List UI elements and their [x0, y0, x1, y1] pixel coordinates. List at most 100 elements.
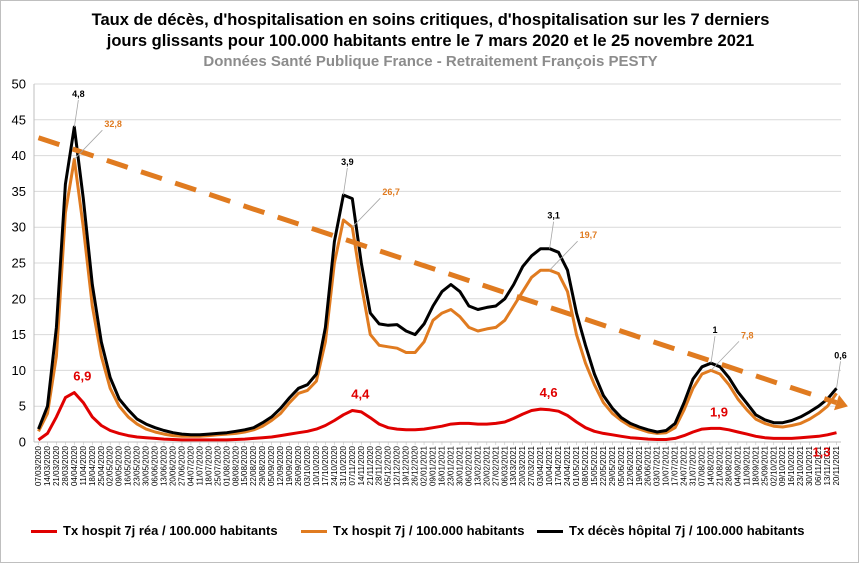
chart-title-line2: jours glissants pour 100.000 habitants e…: [106, 32, 755, 50]
x-tick-label: 25/07/2020: [213, 445, 222, 486]
data-label: 1: [712, 325, 717, 335]
legend-label-rea: Tx hospit 7j réa / 100.000 habitants: [63, 523, 278, 538]
x-tick-label: 28/08/2021: [724, 445, 733, 486]
x-tick-label: 11/04/2020: [79, 445, 88, 485]
chart-subtitle: Données Santé Publique France - Retraite…: [203, 53, 658, 70]
annotation-leader: [549, 221, 554, 249]
annotation-leader: [710, 341, 740, 371]
x-tick-label: 17/07/2021: [671, 445, 680, 486]
x-tick-label: 15/05/2021: [590, 445, 599, 486]
x-tick-label: 01/08/2020: [222, 445, 231, 486]
x-tick-label: 09/10/2021: [778, 445, 787, 486]
x-tick-label: 09/01/2021: [429, 445, 438, 486]
x-tick-label: 12/12/2020: [393, 445, 402, 486]
x-tick-label: 27/02/2021: [491, 445, 500, 486]
x-tick-label: 04/09/2021: [733, 445, 742, 486]
x-tick-label: 17/04/2021: [554, 445, 563, 486]
y-tick-label: 40: [12, 148, 26, 163]
x-tick-label: 16/05/2020: [124, 445, 133, 486]
series-line-2: [37, 125, 838, 437]
data-label: 7,8: [741, 330, 754, 340]
x-tick-label: 06/11/2021: [814, 445, 823, 485]
x-tick-label: 03/04/2021: [536, 445, 545, 486]
x-tick-label: 23/01/2021: [446, 445, 455, 486]
trend-arrow-head: [833, 395, 848, 411]
x-tick-label: 13/11/2021: [823, 445, 832, 485]
annotation-leader: [549, 240, 578, 271]
x-tick-label: 11/07/2020: [195, 445, 204, 485]
x-tick-label: 07/03/2020: [34, 445, 43, 486]
x-tick-label: 27/06/2020: [177, 445, 186, 486]
x-tick-label: 21/08/2021: [715, 445, 724, 486]
x-tick-label: 05/09/2020: [267, 445, 276, 486]
y-tick-label: 35: [12, 184, 26, 199]
y-tick-label: 0: [19, 435, 26, 450]
x-tick-label: 20/11/2021: [832, 445, 841, 485]
series-line-0: [37, 391, 837, 442]
data-label: 1,3: [812, 445, 830, 460]
x-tick-label: 18/07/2020: [204, 445, 213, 486]
x-tick-label: 22/05/2021: [599, 445, 608, 486]
annotation-leader: [74, 129, 103, 160]
x-tick-label: 07/11/2020: [348, 445, 357, 485]
x-tick-label: 16/01/2021: [437, 445, 446, 486]
y-tick-label: 20: [12, 291, 26, 306]
x-tick-label: 04/04/2020: [70, 445, 79, 486]
x-tick-label: 24/04/2021: [563, 445, 572, 486]
x-tick-label: 20/03/2021: [518, 445, 527, 486]
legend-item-rea: Tx hospit 7j réa / 100.000 habitants: [31, 523, 278, 538]
x-tick-label: 13/06/2020: [160, 445, 169, 486]
annotation-leader: [836, 361, 841, 389]
data-label: 3,1: [547, 211, 560, 221]
x-tick-label: 26/09/2020: [294, 445, 303, 486]
x-tick-label: 27/03/2021: [527, 445, 536, 486]
legend-swatch-deces: [537, 530, 563, 534]
line-chart: 0 5 10 15 20 25 30 35 40 45 50 07/03/2020 14/03/2020…: [12, 77, 848, 486]
x-tick-label: 18/09/2021: [751, 445, 760, 486]
data-label: 19,7: [580, 230, 598, 240]
legend-swatch-hospit: [301, 530, 327, 534]
legend-item-deces: Tx décès hôpital 7j / 100.000 habitants: [537, 523, 805, 538]
data-label: 0,6: [834, 350, 847, 360]
x-tick-label: 25/09/2021: [760, 445, 769, 486]
x-tick-label: 21/11/2020: [366, 445, 375, 485]
x-tick-label: 13/02/2021: [473, 445, 482, 486]
y-tick-label: 50: [12, 77, 26, 92]
legend-label-hospit: Tx hospit 7j / 100.000 habitants: [333, 523, 525, 538]
data-label: 4,6: [540, 385, 558, 400]
series-line-1: [37, 157, 838, 438]
annotation-leader: [73, 99, 79, 128]
x-tick-label: 23/05/2020: [133, 445, 142, 486]
data-label: 32,8: [104, 119, 122, 129]
x-tick-label: 09/05/2020: [115, 445, 124, 486]
x-tick-label: 26/06/2021: [644, 445, 653, 486]
x-tick-label: 02/10/2021: [769, 445, 778, 486]
x-tick-label: 05/06/2021: [617, 445, 626, 486]
x-tick-label: 16/10/2021: [787, 445, 796, 486]
x-tick-label: 10/04/2021: [545, 445, 554, 486]
data-label: 3,9: [341, 157, 354, 167]
x-tick-label: 10/10/2020: [312, 445, 321, 486]
x-tick-label: 22/08/2020: [249, 445, 258, 486]
legend-item-hospit: Tx hospit 7j / 100.000 habitants: [301, 523, 524, 538]
x-tick-label: 03/07/2021: [653, 445, 662, 486]
x-tick-label: 29/08/2020: [258, 445, 267, 486]
x-tick-label: 14/03/2020: [43, 445, 52, 486]
x-tick-label: 20/02/2021: [482, 445, 491, 486]
y-tick-label: 25: [12, 256, 26, 271]
x-tick-label: 24/07/2021: [680, 445, 689, 486]
data-label: 4,4: [351, 386, 370, 401]
x-tick-label: 23/10/2021: [796, 445, 805, 486]
x-tick-label: 08/05/2021: [581, 445, 590, 486]
x-tick-label: 20/06/2020: [168, 445, 177, 486]
x-tick-label: 30/10/2021: [805, 445, 814, 486]
annotation-leader: [352, 197, 381, 228]
x-tick-label: 29/05/2021: [608, 445, 617, 486]
x-tick-label: 06/03/2021: [500, 445, 509, 486]
x-tick-label: 14/08/2021: [706, 445, 715, 486]
x-tick-label: 18/04/2020: [88, 445, 97, 486]
x-tick-label: 12/09/2020: [276, 445, 285, 486]
x-tick-label: 12/06/2021: [626, 445, 635, 486]
data-label: 6,9: [73, 369, 91, 384]
x-tick-label: 02/01/2021: [420, 445, 429, 486]
